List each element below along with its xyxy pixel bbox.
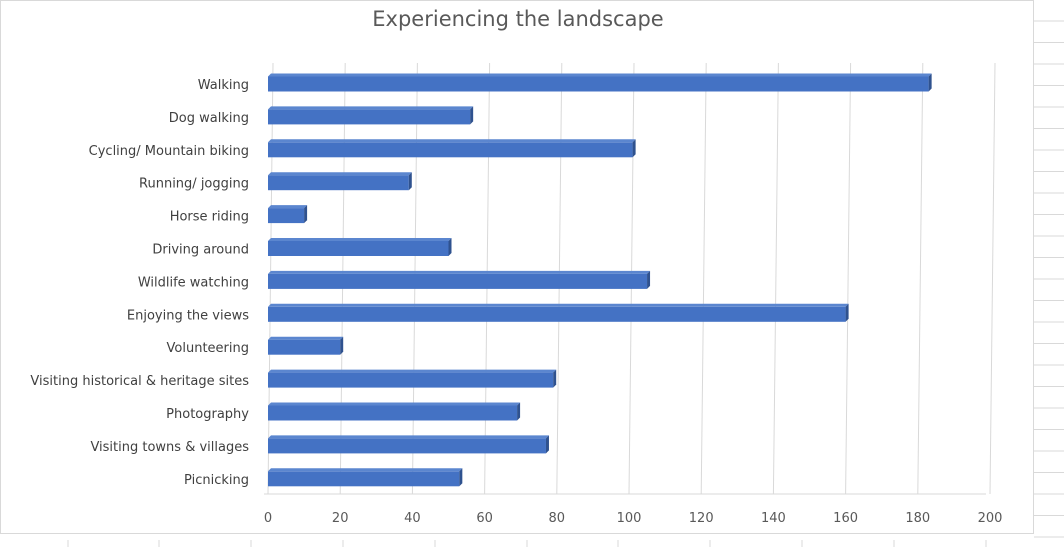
bar-end-face [647,270,651,289]
bar-top-face [268,336,344,340]
category-label: Visiting towns & villages [90,440,249,455]
bar[interactable] [268,273,648,289]
x-tick-label: 0 [264,511,272,526]
category-label: Cycling/ Mountain biking [89,144,249,159]
category-label: Enjoying the views [127,308,249,323]
x-tick-label: 60 [476,511,493,526]
bar[interactable] [268,471,460,487]
bar-end-face [632,139,636,158]
bar[interactable] [268,175,409,191]
bar-top-face [268,369,557,373]
bar[interactable] [268,241,449,256]
bar[interactable] [268,405,518,421]
gridline [917,62,924,495]
bar[interactable] [268,142,633,158]
bar-top-face [268,270,651,274]
bar-top-face [268,139,636,143]
category-label: Dog walking [169,111,249,126]
category-label: Wildlife watching [138,275,249,290]
bar-top-face [268,468,463,472]
gridline [989,62,996,495]
bar-top-face [268,73,932,77]
bar-end-face [304,205,308,224]
bar-end-face [845,303,849,322]
x-tick-label: 140 [761,511,786,526]
x-tick-label: 80 [549,511,566,526]
category-label: Picnicking [184,473,249,488]
bar-top-face [268,435,549,439]
category-label: Walking [198,78,249,93]
bar[interactable] [268,208,305,224]
x-tick-label: 160 [833,511,858,526]
category-label: Visiting historical & heritage sites [30,374,249,389]
category-label: Running/ jogging [139,177,249,192]
bar-top-face [268,303,849,307]
gridline [845,62,852,495]
bar[interactable] [268,372,554,388]
category-label: Volunteering [167,341,249,356]
category-label: Driving around [152,243,249,258]
plot-area: 0 20 40 60 80 100 120 140 160 180 200 Walking Dog wa… [30,62,1003,526]
bar-top-face [268,238,452,241]
x-tick-label: 200 [978,511,1003,526]
bar-end-face [340,336,344,355]
bar-end-face [928,73,932,92]
bar-end-face [545,435,549,454]
bar[interactable] [268,306,846,322]
bar[interactable] [268,76,929,92]
x-tick-label: 120 [689,511,714,526]
x-tick-label: 20 [332,511,349,526]
bar[interactable] [268,438,546,454]
bar-top-face [268,205,308,209]
bar-end-face [448,238,452,256]
category-label: Horse riding [170,210,249,225]
bar-end-face [408,172,412,191]
bar-end-face [459,468,463,487]
x-tick-label: 40 [404,511,421,526]
bar[interactable] [268,109,471,125]
gridline [700,62,707,495]
chart-title: Experiencing the landscape [372,7,664,31]
x-tick-label: 180 [905,511,930,526]
bar-top-face [268,402,521,406]
x-tick-label: 100 [617,511,642,526]
chart-area[interactable]: Experiencing the landscape 0 20 40 60 80 100 1… [0,0,1034,534]
bar-end-face [517,402,521,421]
bar-end-face [470,106,474,125]
bar-top-face [268,172,412,176]
bar[interactable] [268,339,341,355]
category-label: Photography [166,407,249,422]
bar-end-face [553,369,557,388]
bar-top-face [268,106,474,110]
gridline [772,62,779,495]
